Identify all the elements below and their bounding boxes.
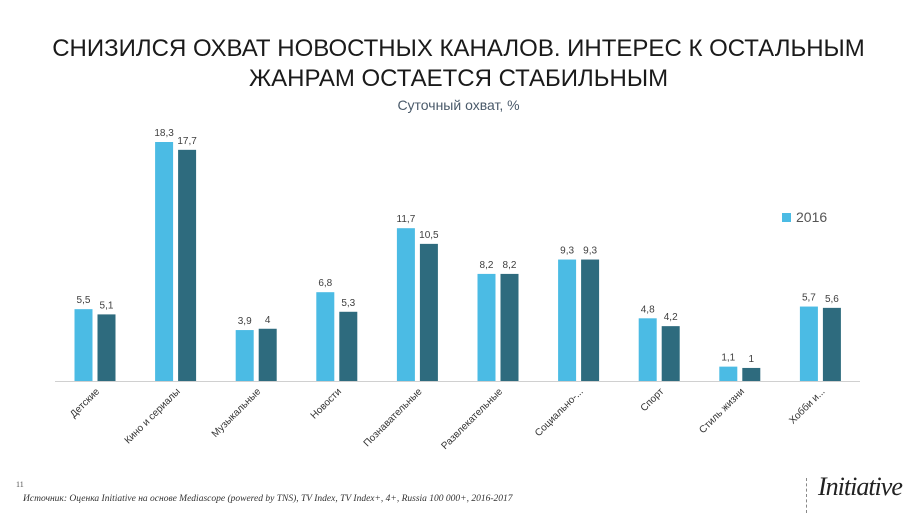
bar-series1 bbox=[719, 366, 738, 381]
bar-series1 bbox=[235, 330, 254, 381]
data-label: 6,8 bbox=[318, 278, 332, 289]
bar-series2 bbox=[822, 307, 841, 381]
chart-subtitle: Суточный охват, % bbox=[397, 97, 520, 113]
data-label: 8,2 bbox=[480, 260, 494, 271]
bar-series1 bbox=[74, 309, 93, 381]
bar-series1 bbox=[477, 273, 496, 381]
data-label: 4,8 bbox=[641, 304, 655, 315]
bar-series2 bbox=[339, 311, 358, 381]
data-label: 5,3 bbox=[341, 298, 355, 309]
category-label: Новости bbox=[309, 386, 344, 421]
bar-series2 bbox=[97, 314, 116, 381]
bar-series1 bbox=[316, 292, 335, 381]
bar-series1 bbox=[638, 318, 657, 381]
category-label: Хобби и... bbox=[787, 386, 828, 427]
data-label: 18,3 bbox=[154, 128, 174, 139]
data-label: 5,5 bbox=[77, 295, 91, 306]
data-label: 5,7 bbox=[802, 293, 816, 304]
category-label: Музыкальные bbox=[210, 386, 264, 440]
data-label: 10,5 bbox=[419, 230, 439, 241]
data-label: 1,1 bbox=[721, 353, 735, 364]
bar-series2 bbox=[178, 149, 197, 381]
bar-series2 bbox=[661, 326, 680, 381]
category-label: Познавательные bbox=[362, 386, 425, 449]
data-label: 11,7 bbox=[397, 214, 416, 225]
legend-label-2016: 2016 bbox=[796, 209, 828, 225]
data-label: 4 bbox=[265, 315, 271, 326]
legend-swatch-2016 bbox=[782, 212, 791, 222]
initiative-logo: Initiative bbox=[818, 472, 903, 501]
category-label: Кино и сериалы bbox=[123, 386, 183, 446]
category-label: Стиль жизни bbox=[697, 386, 747, 436]
bar-series1 bbox=[799, 306, 818, 381]
page-number: 11 bbox=[16, 480, 24, 489]
data-label: 5,6 bbox=[825, 294, 839, 305]
bar-series2 bbox=[258, 328, 277, 381]
bar-series1 bbox=[155, 142, 174, 381]
data-label: 9,3 bbox=[560, 246, 574, 257]
bar-series2 bbox=[581, 259, 600, 381]
category-label: Социально-... bbox=[533, 386, 586, 439]
data-label: 3,9 bbox=[238, 316, 252, 327]
data-label: 1 bbox=[749, 354, 755, 365]
category-label: Детские bbox=[68, 386, 102, 420]
legend: 2016 bbox=[782, 209, 827, 225]
data-label: 5,1 bbox=[100, 300, 114, 311]
bar-series2 bbox=[742, 367, 761, 381]
bar-series1 bbox=[558, 259, 577, 381]
source-note: Источник: Оценка Initiative на основе Me… bbox=[23, 494, 513, 504]
category-label: Спорт bbox=[639, 386, 667, 414]
category-label: Развлекательные bbox=[439, 386, 505, 452]
chart-title: СНИЗИЛСЯ ОХВАТ НОВОСТНЫХ КАНАЛОВ. ИНТЕРЕ… bbox=[52, 35, 865, 92]
logo-divider bbox=[806, 478, 807, 513]
bar-series2 bbox=[500, 273, 519, 381]
data-label: 8,2 bbox=[503, 260, 517, 271]
bar-series2 bbox=[419, 243, 438, 381]
bar-chart: 5,5 5,1 Детские 18,317,7 Кино и сериалы 3,9 4 М… bbox=[55, 128, 860, 452]
bar-series1 bbox=[396, 228, 415, 381]
data-label: 4,2 bbox=[664, 312, 678, 323]
data-label: 17,7 bbox=[177, 136, 197, 147]
data-label: 9,3 bbox=[583, 246, 597, 257]
